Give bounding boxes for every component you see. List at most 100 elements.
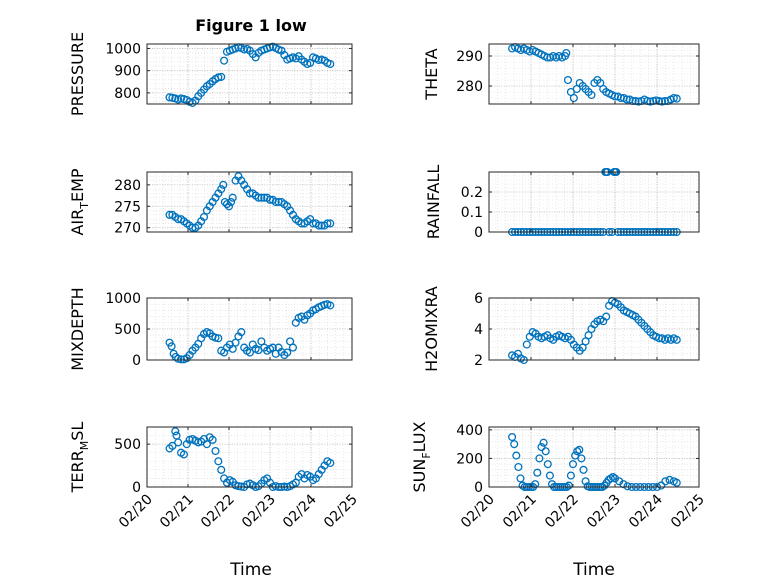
panel-theta: 280 290 THETA <box>422 42 700 106</box>
data-point <box>234 482 243 491</box>
data-point <box>326 219 335 228</box>
y-axis-label: RAINFALL <box>424 165 443 240</box>
data-point <box>514 462 523 472</box>
y-axis-label: MIXDEPTH <box>68 287 87 370</box>
y-tick-label: 2 <box>474 353 483 369</box>
panel-pressure: 800 900 1000 PRESSURE <box>68 32 353 116</box>
data-point <box>283 348 292 357</box>
data-point <box>199 212 209 222</box>
x-tick-label: 02/21 <box>500 492 540 532</box>
x-tick-label: 02/20 <box>116 492 156 532</box>
panel-h2omixra: 2 4 6 H2OMIXRA <box>422 286 700 372</box>
data-point <box>665 475 674 484</box>
y-tick-label: 500 <box>114 437 141 453</box>
axes-box <box>146 171 353 233</box>
data-point <box>176 355 186 364</box>
y-axis-label: H2OMIXRA <box>422 286 441 372</box>
data-point <box>672 94 681 103</box>
axes-box <box>488 171 700 233</box>
x-axis-label-right: Time <box>572 560 615 580</box>
y-tick-label: 200 <box>456 451 483 467</box>
data-point <box>512 451 521 460</box>
data-point <box>578 343 587 352</box>
y-tick-label: 0 <box>132 480 141 496</box>
data-point <box>539 438 548 447</box>
data-point <box>584 331 593 340</box>
data-point <box>228 193 237 202</box>
data-point <box>224 202 234 211</box>
data-point <box>672 335 681 344</box>
data-point <box>669 93 678 103</box>
data-point <box>563 75 573 85</box>
y-tick-label: 0 <box>474 480 483 496</box>
y-tick-label: 280 <box>456 79 483 95</box>
data-point <box>326 458 335 468</box>
data-point <box>516 474 525 483</box>
data-point <box>672 478 681 487</box>
x-tick-label: 02/24 <box>280 491 320 531</box>
data-point <box>522 340 531 349</box>
axes-box <box>146 426 353 488</box>
panel-sun_flux: 0 200 400 SUNFLUX 02/20 02/21 02/22 02/23 02/24 0… <box>410 421 708 531</box>
y-tick-label: 1000 <box>105 41 141 57</box>
x-tick-label: 02/24 <box>626 491 666 531</box>
data-point <box>562 48 571 58</box>
data-point <box>606 474 615 483</box>
data-point <box>661 477 670 486</box>
figure-title: Figure 1 low <box>195 16 307 35</box>
data-point <box>581 477 590 486</box>
data-point <box>214 457 223 466</box>
data-point <box>167 342 176 351</box>
data-point <box>217 185 226 194</box>
data-point <box>623 482 632 491</box>
y-tick-label: 1000 <box>105 291 141 307</box>
data-point <box>602 312 611 321</box>
y-axis-label: SUNFLUX <box>410 421 433 492</box>
x-tick-label: 02/22 <box>542 492 582 532</box>
data-point <box>227 197 236 207</box>
data-point <box>657 481 666 490</box>
data-point <box>568 460 578 469</box>
data-point <box>535 454 544 463</box>
data-point <box>571 451 580 460</box>
x-tick-label: 02/23 <box>239 492 279 532</box>
data-point <box>646 97 655 106</box>
data-point <box>211 446 220 456</box>
x-tick-label: 02/20 <box>458 492 498 532</box>
y-tick-label: 6 <box>474 291 483 307</box>
data-point <box>575 445 584 454</box>
data-point <box>314 221 323 230</box>
x-tick-label: 02/23 <box>584 492 624 532</box>
data-point <box>579 465 588 474</box>
data-point <box>531 480 540 489</box>
data-point <box>271 197 280 207</box>
axes-box <box>488 426 700 488</box>
data-point <box>314 55 323 65</box>
data-point <box>208 435 217 444</box>
data-point <box>220 197 229 207</box>
y-tick-label: 400 <box>456 423 483 439</box>
data-point <box>543 460 552 469</box>
y-axis-label: TERRMSL <box>68 422 91 494</box>
data-point <box>174 438 183 447</box>
data-point <box>214 334 223 343</box>
y-axis-label: THETA <box>422 48 441 100</box>
x-tick-label: 02/25 <box>668 492 708 532</box>
data-point <box>165 93 174 102</box>
data-point <box>508 432 517 442</box>
data-point <box>217 72 226 81</box>
y-tick-label: 0.1 <box>461 205 483 221</box>
axes-box <box>146 43 353 105</box>
data-point <box>608 472 617 482</box>
data-point <box>564 481 573 490</box>
data-point <box>220 56 229 65</box>
plot-area <box>147 427 352 487</box>
data-point <box>537 442 546 452</box>
data-point <box>533 468 542 477</box>
y-tick-label: 4 <box>474 322 483 338</box>
data-point <box>657 97 667 106</box>
data-point <box>510 440 519 449</box>
data-point <box>219 180 228 189</box>
y-tick-label: 0.2 <box>461 185 483 201</box>
